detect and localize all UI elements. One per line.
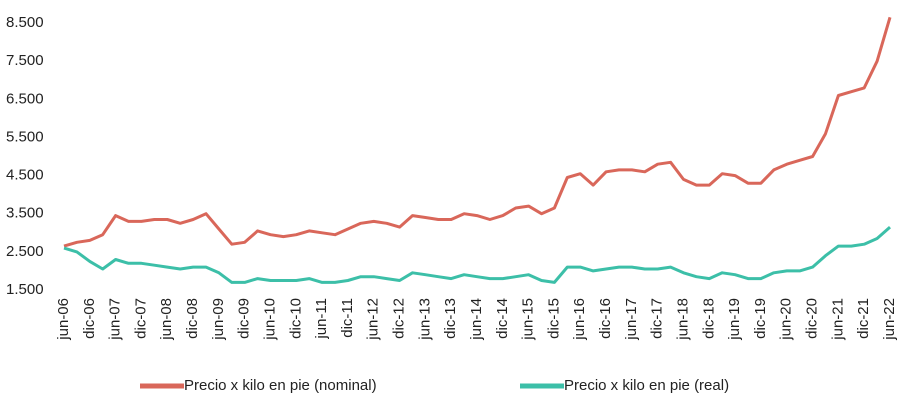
x-tick-label: dic-19 bbox=[752, 298, 769, 339]
y-tick-label: 6.500 bbox=[6, 90, 44, 107]
x-tick-label: jun-22 bbox=[881, 298, 898, 341]
x-tick-label: dic-20 bbox=[804, 298, 821, 339]
series-line bbox=[63, 16, 892, 248]
x-tick-label: dic-08 bbox=[184, 298, 201, 339]
x-tick-label: jun-07 bbox=[107, 298, 124, 341]
series-line bbox=[63, 225, 891, 284]
x-tick-label: dic-13 bbox=[442, 298, 459, 339]
x-tick-label: dic-10 bbox=[287, 298, 304, 339]
x-tick-label: jun-20 bbox=[778, 298, 795, 341]
y-tick-label: 8.500 bbox=[6, 14, 44, 31]
x-tick-label: dic-09 bbox=[236, 298, 253, 339]
x-tick-label: jun-15 bbox=[520, 298, 537, 341]
x-tick-label: jun-06 bbox=[55, 298, 72, 341]
x-tick-label: jun-11 bbox=[313, 298, 330, 340]
x-tick-label: dic-18 bbox=[700, 298, 717, 339]
y-tick-label: 4.500 bbox=[6, 167, 44, 184]
x-tick-label: jun-09 bbox=[210, 298, 227, 341]
y-tick-label: 2.500 bbox=[6, 243, 44, 260]
x-tick-label: jun-17 bbox=[623, 298, 640, 341]
x-tick-label: jun-19 bbox=[726, 298, 743, 341]
x-tick-label: dic-15 bbox=[545, 298, 562, 339]
y-tick-label: 5.500 bbox=[6, 128, 44, 145]
x-tick-label: jun-08 bbox=[158, 298, 175, 341]
y-tick-label: 1.500 bbox=[6, 281, 44, 298]
x-tick-label: dic-06 bbox=[81, 298, 98, 339]
x-tick-label: dic-14 bbox=[494, 298, 511, 339]
x-tick-label: jun-21 bbox=[829, 298, 846, 341]
x-tick-label: jun-14 bbox=[468, 298, 485, 341]
x-tick-label: dic-11 bbox=[339, 298, 356, 338]
y-tick-label: 3.500 bbox=[6, 205, 44, 222]
legend-label: Precio x kilo en pie (nominal) bbox=[184, 377, 377, 394]
legend-label: Precio x kilo en pie (real) bbox=[564, 377, 729, 394]
x-tick-label: jun-18 bbox=[674, 298, 691, 341]
x-tick-label: dic-17 bbox=[649, 298, 666, 339]
x-tick-label: jun-13 bbox=[416, 298, 433, 341]
x-tick-label: dic-16 bbox=[597, 298, 614, 339]
y-tick-label: 7.500 bbox=[6, 52, 44, 69]
x-tick-label: jun-10 bbox=[261, 298, 278, 341]
x-tick-label: jun-12 bbox=[365, 298, 382, 341]
x-tick-label: jun-16 bbox=[571, 298, 588, 341]
x-tick-label: dic-07 bbox=[132, 298, 149, 339]
x-tick-label: dic-21 bbox=[855, 298, 872, 339]
x-tick-label: dic-12 bbox=[391, 298, 408, 339]
